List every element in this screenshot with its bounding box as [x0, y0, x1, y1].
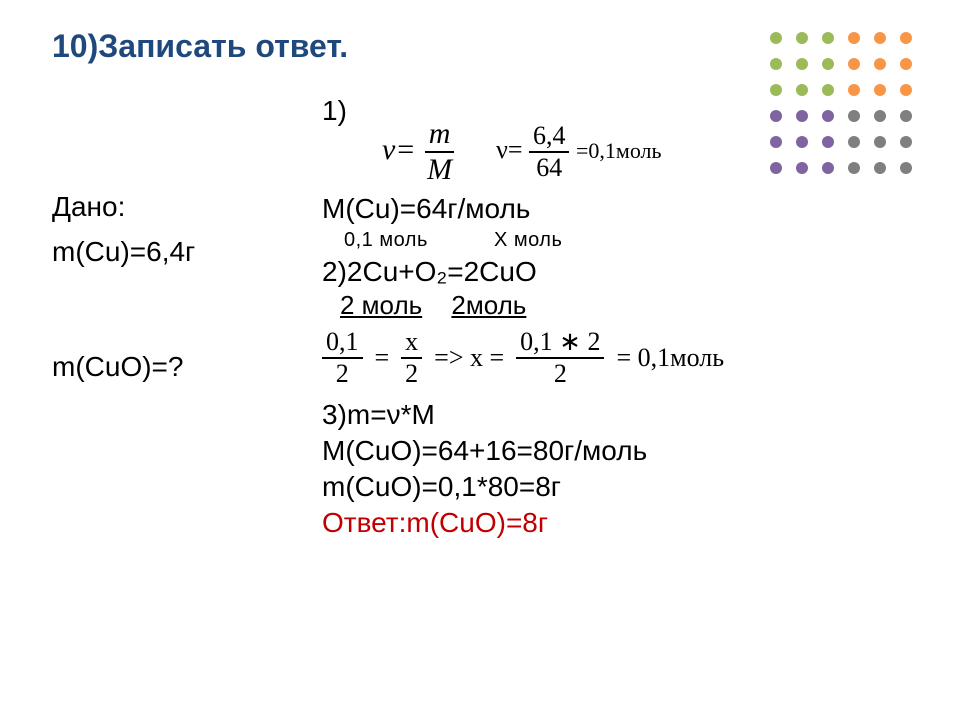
given-column: Дано: m(Cu)=6,4г m(CuO)=? — [52, 95, 282, 543]
answer-line: Ответ:m(CuO)=8г — [322, 507, 920, 539]
formula-row: ν= m M ν= 6,4 64 =0,1моль — [322, 119, 920, 185]
step3-molar-mass-cuo: M(CuO)=64+16=80г/моль — [322, 435, 920, 467]
formula-nu-calc: ν= 6,4 64 =0,1моль — [496, 123, 661, 181]
solution-column: 1) ν= m M ν= 6,4 64 =0,1моль — [322, 95, 920, 543]
step3-mass-formula: 3)m=ν*M — [322, 399, 920, 431]
annotation-below-eq: 2 моль 2моль — [340, 290, 920, 321]
slide: 10)Записать ответ. Дано: m(Cu)=6,4г m(Cu… — [0, 0, 960, 720]
annotation-above-eq: 0,1 моль X моль — [344, 229, 920, 252]
content-columns: Дано: m(Cu)=6,4г m(CuO)=? 1) ν= m M ν= — [52, 95, 920, 543]
chemical-equation: 2)2Cu+O₂=2CuO — [322, 256, 920, 288]
find-line: m(CuO)=? — [52, 345, 282, 390]
molar-mass-cu: M(Cu)=64г/моль — [322, 193, 920, 225]
given-mass: m(Cu)=6,4г — [52, 230, 282, 275]
given-label: Дано: — [52, 185, 282, 230]
formula-nu-m-over-M: ν= m M — [382, 119, 456, 185]
step3-mass-cuo: m(CuO)=0,1*80=8г — [322, 471, 920, 503]
proportion: 0,1 2 = x 2 => x = 0,1 ∗ 2 2 = 0,1моль — [322, 329, 920, 387]
